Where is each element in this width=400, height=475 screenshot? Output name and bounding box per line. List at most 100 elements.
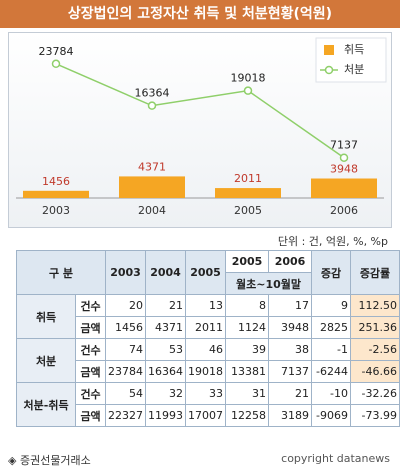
header-cell: 2003: [105, 250, 146, 295]
unit-note: 단위 : 건, 억원, %, %p: [277, 235, 388, 248]
table-cell: 31: [225, 382, 269, 405]
table-row: 처분 건수 74 53 46 39 38 -1 -2.56: [15, 338, 400, 383]
bar-label: 1456: [42, 175, 70, 188]
table-row: 월초~10월말: [17, 272, 400, 295]
table-cell: 16364: [145, 360, 186, 383]
group-label: 처분: [15, 338, 77, 383]
table-cell: 251.36: [350, 316, 400, 339]
table-cell: 39: [225, 338, 269, 361]
table-cell: 2825: [311, 316, 351, 339]
header-cell: 2004: [145, 250, 186, 295]
table-cell: 12258: [225, 404, 269, 427]
x-tick-label: 2005: [234, 204, 262, 217]
table-cell: 19018: [185, 360, 226, 383]
table-cell: 38: [268, 338, 312, 361]
table-cell: 11993: [145, 404, 186, 427]
table-cell: -6244: [311, 360, 351, 383]
table-cell: 1124: [225, 316, 269, 339]
table-row: 구 분 2003 2004 2005 2005 2006 증감 증감률: [16, 250, 400, 295]
x-tick-label: 2004: [138, 204, 166, 217]
table-cell: 3189: [268, 404, 312, 427]
table-cell: 20: [105, 294, 146, 317]
table-cell: -32.26: [350, 382, 400, 405]
table-row: 처분-취득 건수 54 32 33 31 21 -10 -32.26: [15, 382, 400, 427]
legend-swatch: [324, 45, 334, 55]
table-cell: 74: [105, 338, 146, 361]
table-cell: 46: [185, 338, 226, 361]
table-cell: 3948: [268, 316, 312, 339]
table-row: 금액 1456 4371 2011 1124 3948 2825 251.36: [17, 316, 400, 339]
table-cell: 17: [268, 294, 312, 317]
row-label: 건수: [75, 382, 106, 405]
line-label: 19018: [231, 72, 266, 85]
table-cell: 2011: [185, 316, 226, 339]
table-cell: 13: [185, 294, 226, 317]
line: [55, 63, 345, 159]
bar: [23, 190, 89, 198]
table-cell: -1: [311, 338, 351, 361]
table-cell: 21: [145, 294, 186, 317]
table-cell: 32: [145, 382, 186, 405]
table-cell: 17007: [185, 404, 226, 427]
table-cell: 13381: [225, 360, 269, 383]
header-cell: 증감: [311, 250, 351, 295]
line-marker: [243, 86, 253, 95]
table-cell: 9: [311, 294, 351, 317]
row-label: 금액: [75, 360, 106, 383]
line-label: 23784: [39, 45, 74, 58]
table-cell: -9069: [311, 404, 351, 427]
table-cell: -2.56: [350, 338, 400, 361]
data-table: 구 분 2003 2004 2005 2005 2006 증감 증감률 월초~10월말 취득 건수 2…: [15, 250, 400, 427]
title: 상장법인의 고정자산 취득 및 처분현황(억원): [0, 0, 400, 28]
table-row: 취득 건수 20 21 13 8 17 9 112.50: [15, 294, 400, 339]
line-label: 16364: [135, 87, 170, 100]
header-cell: 2006: [268, 250, 312, 273]
bar-label: 3948: [330, 163, 358, 176]
table-cell: 53: [145, 338, 186, 361]
legend-label: 취득: [344, 43, 364, 56]
table-row: 금액 23784 16364 19018 13381 7137 -6244 -46.66: [17, 360, 400, 383]
row-label: 금액: [75, 404, 106, 427]
table-row: 금액 22327 11993 17007 12258 3189 -9069 -73.99: [17, 404, 400, 427]
table-cell: 4371: [145, 316, 186, 339]
copyright: copyright datanews: [281, 452, 390, 465]
table-cell: 8: [225, 294, 269, 317]
bar: [119, 176, 185, 198]
source: ◈ 증권선물거래소: [8, 454, 91, 467]
bar-label: 2011: [234, 172, 262, 185]
table-cell: 21: [268, 382, 312, 405]
line-label: 7137: [330, 139, 358, 152]
table-cell: 1456: [105, 316, 146, 339]
x-tick-label: 2006: [330, 204, 358, 217]
table-cell: 112.50: [350, 294, 400, 317]
group-label: 처분-취득: [15, 382, 77, 427]
table-cell: -73.99: [350, 404, 400, 427]
line-marker: [147, 101, 157, 110]
table-cell: 23784: [105, 360, 146, 383]
header-cell: 증감률: [350, 250, 400, 295]
row-label: 건수: [75, 338, 106, 361]
header-cell: 구 분: [16, 250, 106, 295]
x-tick-label: 2003: [42, 204, 70, 217]
table-cell: 54: [105, 382, 146, 405]
table-cell: -10: [311, 382, 351, 405]
bar: [311, 178, 377, 198]
row-label: 건수: [75, 294, 106, 317]
header-cell: 2005: [225, 250, 269, 273]
header-cell: 월초~10월말: [225, 272, 312, 295]
table-cell: 7137: [268, 360, 312, 383]
bar: [215, 188, 281, 198]
table-cell: 22327: [105, 404, 146, 427]
legend-swatch: [324, 65, 334, 75]
row-label: 금액: [75, 316, 106, 339]
chart: 2003 2004 2005 2006 1456 4371 2011 3948 23784 163…: [8, 32, 392, 228]
table-cell: 33: [185, 382, 226, 405]
group-label: 취득: [15, 294, 77, 339]
line-marker: [51, 59, 61, 69]
legend-label: 처분: [344, 63, 364, 76]
bar-label: 4371: [138, 160, 166, 173]
table-cell: -46.66: [350, 360, 400, 383]
line-marker: [339, 153, 349, 162]
header-cell: 2005: [185, 250, 226, 295]
